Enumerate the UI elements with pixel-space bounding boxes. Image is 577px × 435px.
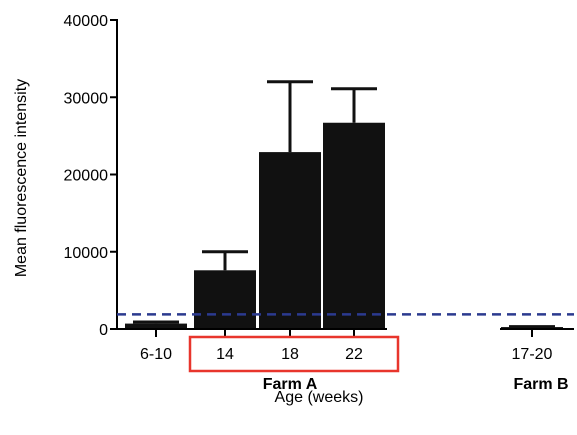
x-tick-label: 14 bbox=[216, 346, 234, 363]
x-tick-label: 6-10 bbox=[140, 346, 172, 363]
x-tick-label: 18 bbox=[281, 346, 299, 363]
y-tick-label: 40000 bbox=[64, 13, 109, 30]
x-tick-label: 17-20 bbox=[512, 346, 553, 363]
y-tick-label: 0 bbox=[99, 322, 108, 339]
bar bbox=[194, 270, 256, 329]
bar bbox=[125, 323, 187, 329]
bar bbox=[259, 152, 321, 329]
x-axis-title: Age (weeks) bbox=[275, 389, 364, 406]
group-label: Farm A bbox=[263, 376, 318, 393]
bar bbox=[323, 122, 385, 330]
y-tick-label: 30000 bbox=[64, 90, 109, 107]
bars bbox=[125, 80, 563, 330]
x-tick-label: 22 bbox=[345, 346, 363, 363]
x-axis: 6-10 14 18 22 17-20 bbox=[117, 328, 574, 363]
y-axis: 0 10000 20000 30000 40000 bbox=[64, 13, 118, 339]
group-label: Farm B bbox=[513, 376, 568, 393]
y-tick-label: 20000 bbox=[64, 168, 109, 185]
y-axis-title: Mean fluorescence intensity bbox=[13, 79, 30, 277]
y-tick-label: 10000 bbox=[64, 245, 109, 262]
farm-a-highlight-box bbox=[188, 335, 400, 373]
group-labels: Farm A Farm B bbox=[263, 376, 569, 393]
